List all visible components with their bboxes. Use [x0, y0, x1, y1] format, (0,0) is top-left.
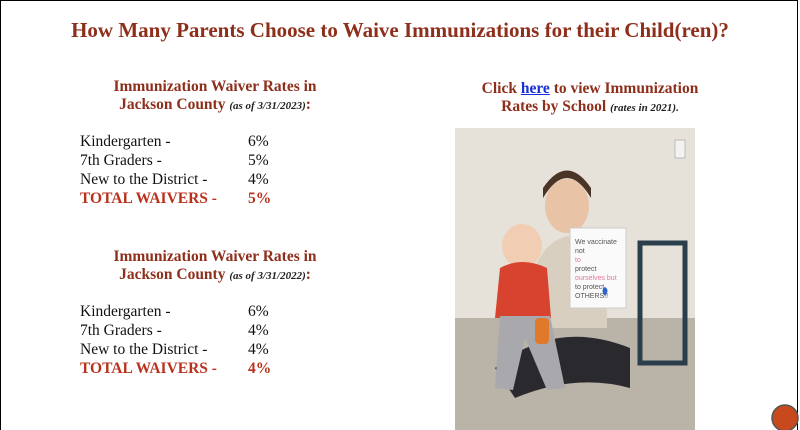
nav-circle[interactable]	[771, 404, 799, 430]
row-value: 4%	[248, 322, 269, 339]
nav-button	[771, 404, 799, 430]
sign	[569, 227, 627, 309]
chair	[637, 240, 688, 366]
heading-line1: Immunization Waiver Rates in	[113, 248, 317, 265]
slide-title: How Many Parents Choose to Waive Immuniz…	[71, 18, 729, 42]
heading-colon: :	[305, 266, 311, 283]
waiver-section: Immunization Waiver Rates in Jackson Coun…	[70, 78, 360, 209]
row-label: New to the District -	[80, 341, 208, 358]
photo: We vaccinate not to protect ourselves but to …	[455, 128, 695, 430]
row-label: Kindergarten -	[80, 303, 171, 320]
rate-row: 7th Graders - 5%	[70, 152, 360, 171]
row-value: 6%	[248, 133, 269, 150]
rate-row: Kindergarten - 6%	[70, 133, 360, 152]
woman-legs	[495, 336, 630, 398]
sign-line: to protect	[575, 284, 604, 291]
heading-line1: Immunization Waiver Rates in	[113, 78, 317, 95]
total-label: TOTAL WAIVERS -	[80, 190, 217, 207]
row-value: 5%	[248, 152, 269, 169]
rate-row: New to the District - 4%	[70, 341, 360, 360]
child-shirt	[495, 262, 551, 318]
heading-line2: Jackson County	[119, 266, 226, 283]
rate-row: 7th Graders - 4%	[70, 322, 360, 341]
row-label: 7th Graders -	[80, 322, 162, 339]
total-row: TOTAL WAIVERS - 4%	[70, 360, 360, 379]
link-note: (rates in 2021).	[610, 102, 679, 114]
heading-line2: Jackson County	[119, 96, 226, 113]
row-value: 6%	[248, 303, 269, 320]
total-row: TOTAL WAIVERS - 5%	[70, 190, 360, 209]
row-value: 4%	[248, 341, 269, 358]
heading-date: (as of 3/31/2023)	[229, 100, 306, 112]
total-value: 5%	[248, 190, 272, 207]
section-heading: Immunization Waiver Rates in Jackson Coun…	[70, 248, 360, 285]
heading-date: (as of 3/31/2022)	[229, 270, 306, 282]
bottle	[535, 318, 549, 344]
link-line2: Rates by School	[501, 98, 607, 115]
row-label: 7th Graders -	[80, 152, 162, 169]
row-label: New to the District -	[80, 171, 208, 188]
sign-line: We vaccinate	[575, 239, 617, 246]
here-link[interactable]: here	[520, 80, 550, 97]
waiver-section: Immunization Waiver Rates in Jackson Coun…	[70, 248, 360, 379]
total-label: TOTAL WAIVERS -	[80, 360, 217, 377]
link-after: to view Immunization	[553, 80, 699, 97]
sign-line: OTHERS!!	[575, 293, 608, 300]
row-label: Kindergarten -	[80, 133, 171, 150]
row-value: 4%	[248, 171, 269, 188]
sign-line: ourselves but	[575, 275, 617, 282]
sign-heart	[602, 287, 608, 296]
heading-colon: :	[305, 96, 311, 113]
switch	[674, 139, 686, 159]
sign-line: to	[575, 257, 581, 264]
rate-row: New to the District - 4%	[70, 171, 360, 190]
child-face	[502, 224, 542, 268]
spacer	[70, 285, 360, 303]
woman-face	[545, 179, 589, 233]
total-value: 4%	[248, 360, 272, 377]
sign-line: protect	[575, 266, 596, 273]
spacer	[70, 115, 360, 133]
rate-row: Kindergarten - 6%	[70, 303, 360, 322]
link-before: Click	[481, 80, 517, 97]
section-heading: Immunization Waiver Rates in Jackson Coun…	[70, 78, 360, 115]
sign-text: We vaccinate not to protect ourselves but to …	[575, 239, 617, 300]
link-panel: Click here to view Immunization Rates by…	[440, 80, 740, 117]
woman-hair	[543, 170, 591, 198]
sign-line: not	[575, 248, 585, 255]
